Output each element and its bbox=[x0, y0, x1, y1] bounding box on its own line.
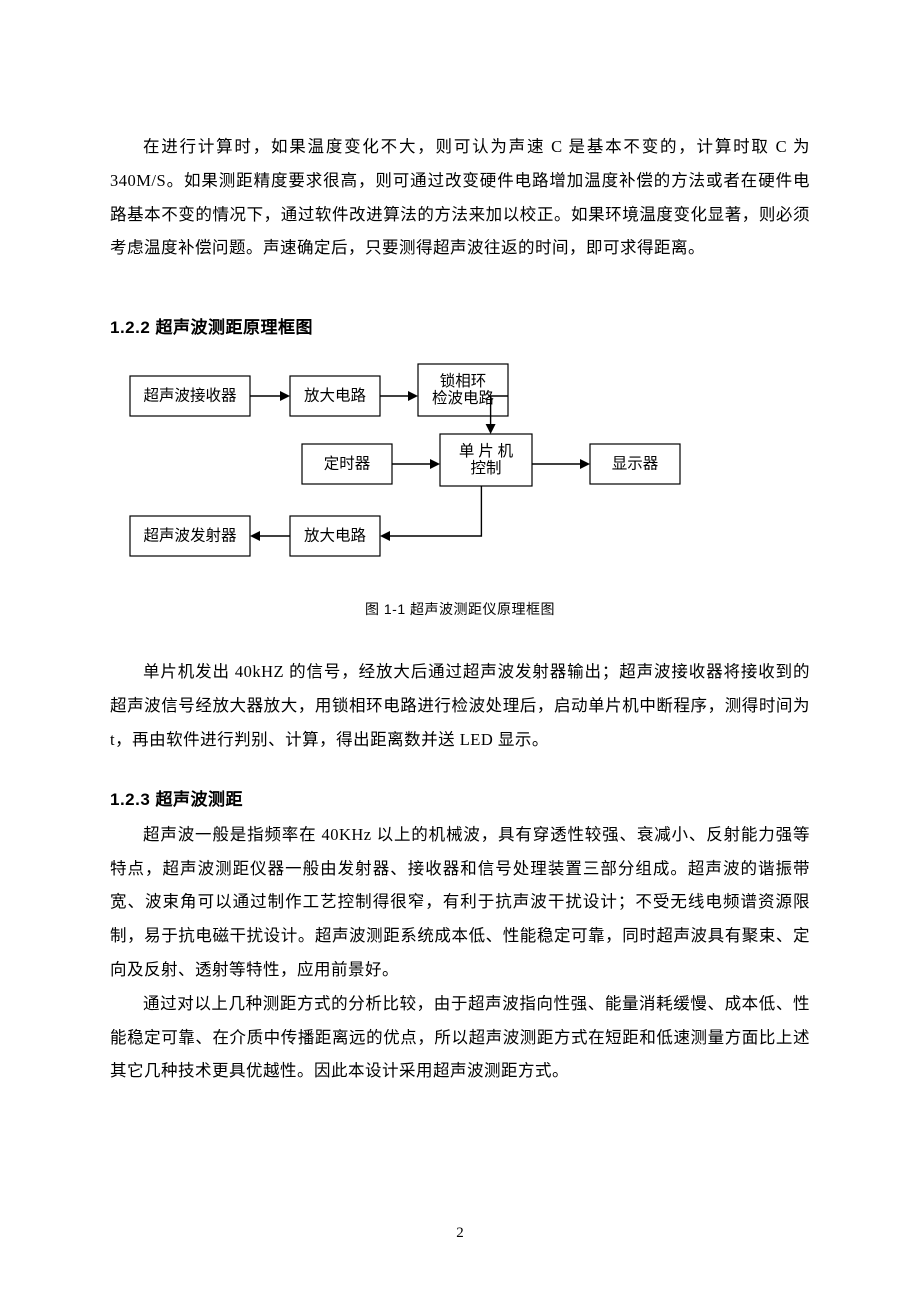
intro-paragraph: 在进行计算时，如果温度变化不大，则可认为声速 C 是基本不变的，计算时取 C 为… bbox=[110, 130, 810, 265]
svg-text:定时器: 定时器 bbox=[324, 455, 371, 473]
para-after-diagram: 单片机发出 40kHZ 的信号，经放大后通过超声波发射器输出；超声波接收器将接收… bbox=[110, 655, 810, 756]
heading-1-2-2: 1.2.2 超声波测距原理框图 bbox=[110, 313, 810, 338]
svg-text:控制: 控制 bbox=[470, 459, 501, 477]
svg-text:超声波发射器: 超声波发射器 bbox=[143, 527, 237, 545]
block-diagram: 超声波接收器放大电路锁相环检波电路定时器单 片 机控制显示器超声波发射器放大电路 bbox=[110, 356, 810, 571]
svg-text:单 片 机: 单 片 机 bbox=[459, 442, 514, 460]
svg-text:显示器: 显示器 bbox=[612, 456, 659, 473]
figure-caption: 图 1-1 超声波测距仪原理框图 bbox=[110, 599, 810, 619]
para-3: 超声波一般是指频率在 40KHz 以上的机械波，具有穿透性较强、衰减小、反射能力… bbox=[110, 818, 810, 987]
svg-text:锁相环: 锁相环 bbox=[440, 372, 487, 390]
page-number: 2 bbox=[0, 1225, 920, 1242]
svg-text:放大电路: 放大电路 bbox=[304, 387, 367, 405]
svg-text:检波电路: 检波电路 bbox=[432, 389, 495, 407]
heading-1-2-3: 1.2.3 超声波测距 bbox=[110, 785, 810, 810]
svg-text:放大电路: 放大电路 bbox=[304, 527, 367, 545]
svg-text:超声波接收器: 超声波接收器 bbox=[143, 387, 237, 405]
para-4: 通过对以上几种测距方式的分析比较，由于超声波指向性强、能量消耗缓慢、成本低、性能… bbox=[110, 987, 810, 1088]
